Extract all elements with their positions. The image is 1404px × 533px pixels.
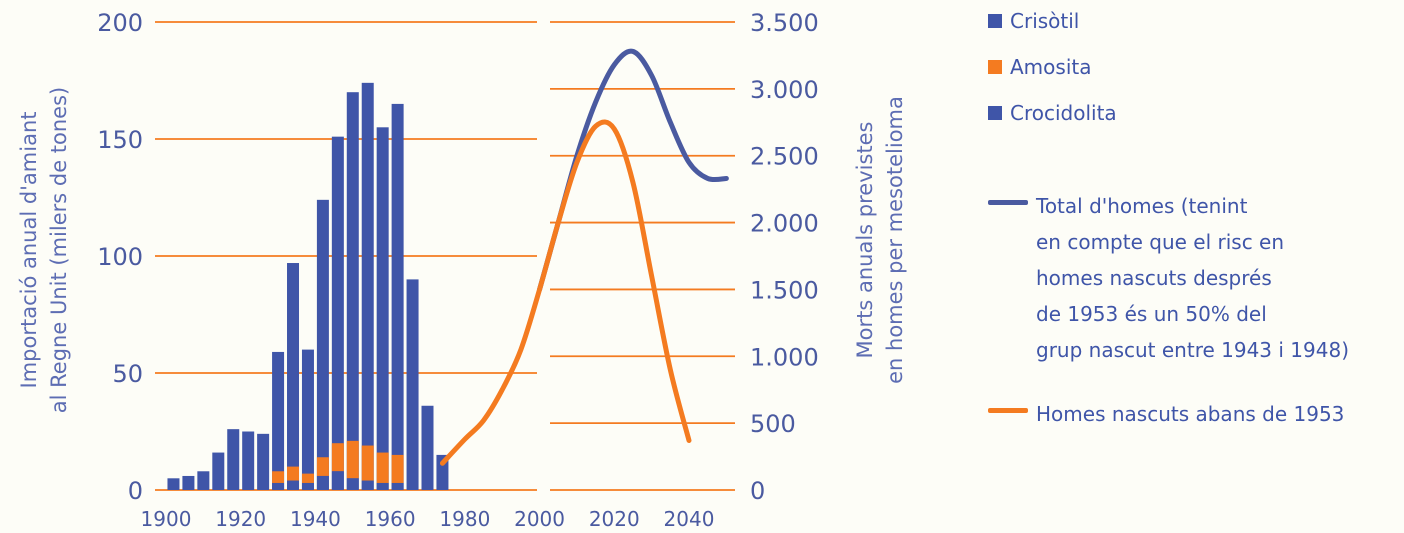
x-tick-label: 2020 xyxy=(589,507,640,531)
legend: Crisòtil Amosita Crocidolita Total d'hom… xyxy=(988,6,1398,432)
bar-amosita xyxy=(361,445,374,481)
right-tick-label: 3.000 xyxy=(750,76,819,104)
right-tick-label: 0 xyxy=(750,477,765,505)
bar-crocidolita xyxy=(272,482,285,490)
bar-crisotil xyxy=(376,127,389,491)
bar-amosita xyxy=(301,473,314,483)
x-tick-label: 2040 xyxy=(664,507,715,531)
right-tick-label: 1.500 xyxy=(750,276,819,304)
left-tick-label: 0 xyxy=(128,477,143,505)
right-axis-ticks: 0 500 1.000 1.500 2.000 2.500 3.000 3.500 xyxy=(750,9,819,505)
left-axis-title-line2: al Regne Unit (milers de tones) xyxy=(47,87,71,413)
x-tick-label: 1900 xyxy=(141,507,192,531)
bar-crisotil xyxy=(242,431,255,490)
bar-crocidolita xyxy=(331,471,344,490)
series-lines xyxy=(439,48,729,466)
bar-crocidolita xyxy=(361,480,374,490)
bar-crisotil xyxy=(361,82,374,490)
legend-label-crisotil: Crisòtil xyxy=(1010,9,1080,33)
bar-crisotil xyxy=(182,475,195,490)
bar-amosita xyxy=(391,454,404,483)
bar-amosita xyxy=(331,443,344,472)
legend-label-total: Total d'homes (tenint en compte que el r… xyxy=(1036,194,1350,362)
bar-crocidolita xyxy=(376,482,389,490)
right-tick-label: 2.000 xyxy=(750,210,819,238)
total-line-swatch xyxy=(988,200,1028,205)
legend-label-before-1953: Homes nascuts abans de 1953 xyxy=(1036,402,1345,426)
legend-item-crisotil: Crisòtil xyxy=(988,6,1398,36)
bar-crisotil xyxy=(406,279,419,490)
legend-label-amosita: Amosita xyxy=(1010,55,1092,79)
bar-crisotil xyxy=(227,429,240,490)
bar-amosita xyxy=(287,466,300,481)
bar-crisotil xyxy=(346,92,359,490)
bar-crocidolita xyxy=(301,482,314,490)
bar-amosita xyxy=(272,471,285,483)
series-total-line xyxy=(537,48,729,292)
bar-crocidolita xyxy=(346,478,359,490)
before-1953-line-swatch xyxy=(988,408,1028,413)
right-tick-label: 1.000 xyxy=(750,343,819,371)
right-axis-title-line2: en homes per mesotelioma xyxy=(883,96,907,384)
series-before-1953-line xyxy=(439,119,692,466)
legend-label-crocidolita: Crocidolita xyxy=(1010,101,1117,125)
legend-item-crocidolita: Crocidolita xyxy=(988,98,1398,128)
bar-amosita xyxy=(316,457,329,476)
amosita-swatch xyxy=(988,60,1002,74)
right-tick-label: 500 xyxy=(750,410,796,438)
bar-crisotil xyxy=(331,136,344,490)
x-tick-label: 2000 xyxy=(514,507,565,531)
left-axis-title-line1: Importació anual d'amiant xyxy=(17,111,41,388)
bar-crisotil xyxy=(197,471,210,490)
x-tick-label: 1960 xyxy=(365,507,416,531)
bar-crisotil xyxy=(301,349,314,490)
left-axis-ticks: 0 50 100 150 200 xyxy=(97,9,143,505)
x-tick-label: 1980 xyxy=(439,507,490,531)
legend-item-before-1953: Homes nascuts abans de 1953 xyxy=(988,396,1398,432)
crocidolita-swatch xyxy=(988,106,1002,120)
bar-crisotil xyxy=(272,351,285,490)
right-tick-label: 3.500 xyxy=(750,9,819,37)
bar-crisotil xyxy=(421,405,434,490)
bar-crisotil xyxy=(167,478,180,490)
crisotil-swatch xyxy=(988,14,1002,28)
left-tick-label: 200 xyxy=(97,9,143,37)
bar-crisotil xyxy=(212,452,225,490)
x-tick-label: 1920 xyxy=(215,507,266,531)
right-axis-title-line1: Morts anuals previstes xyxy=(853,122,877,359)
x-axis-ticks: 1900 1920 1940 1960 1980 2000 2020 2040 xyxy=(141,507,715,531)
left-tick-label: 150 xyxy=(97,126,143,154)
left-tick-label: 50 xyxy=(112,360,143,388)
bars xyxy=(167,82,449,491)
left-tick-label: 100 xyxy=(97,243,143,271)
bar-crocidolita xyxy=(287,480,300,490)
bar-crocidolita xyxy=(316,475,329,490)
bar-amosita xyxy=(346,440,359,479)
right-tick-label: 2.500 xyxy=(750,143,819,171)
bar-amosita xyxy=(376,452,389,483)
x-tick-label: 1940 xyxy=(290,507,341,531)
bar-crocidolita xyxy=(391,482,404,490)
legend-item-amosita: Amosita xyxy=(988,52,1398,82)
bar-crisotil xyxy=(287,263,300,490)
bar-crisotil xyxy=(391,103,404,491)
legend-item-total: Total d'homes (tenint en compte que el r… xyxy=(988,188,1398,368)
bar-crisotil xyxy=(316,199,329,490)
bar-crisotil xyxy=(257,433,270,490)
